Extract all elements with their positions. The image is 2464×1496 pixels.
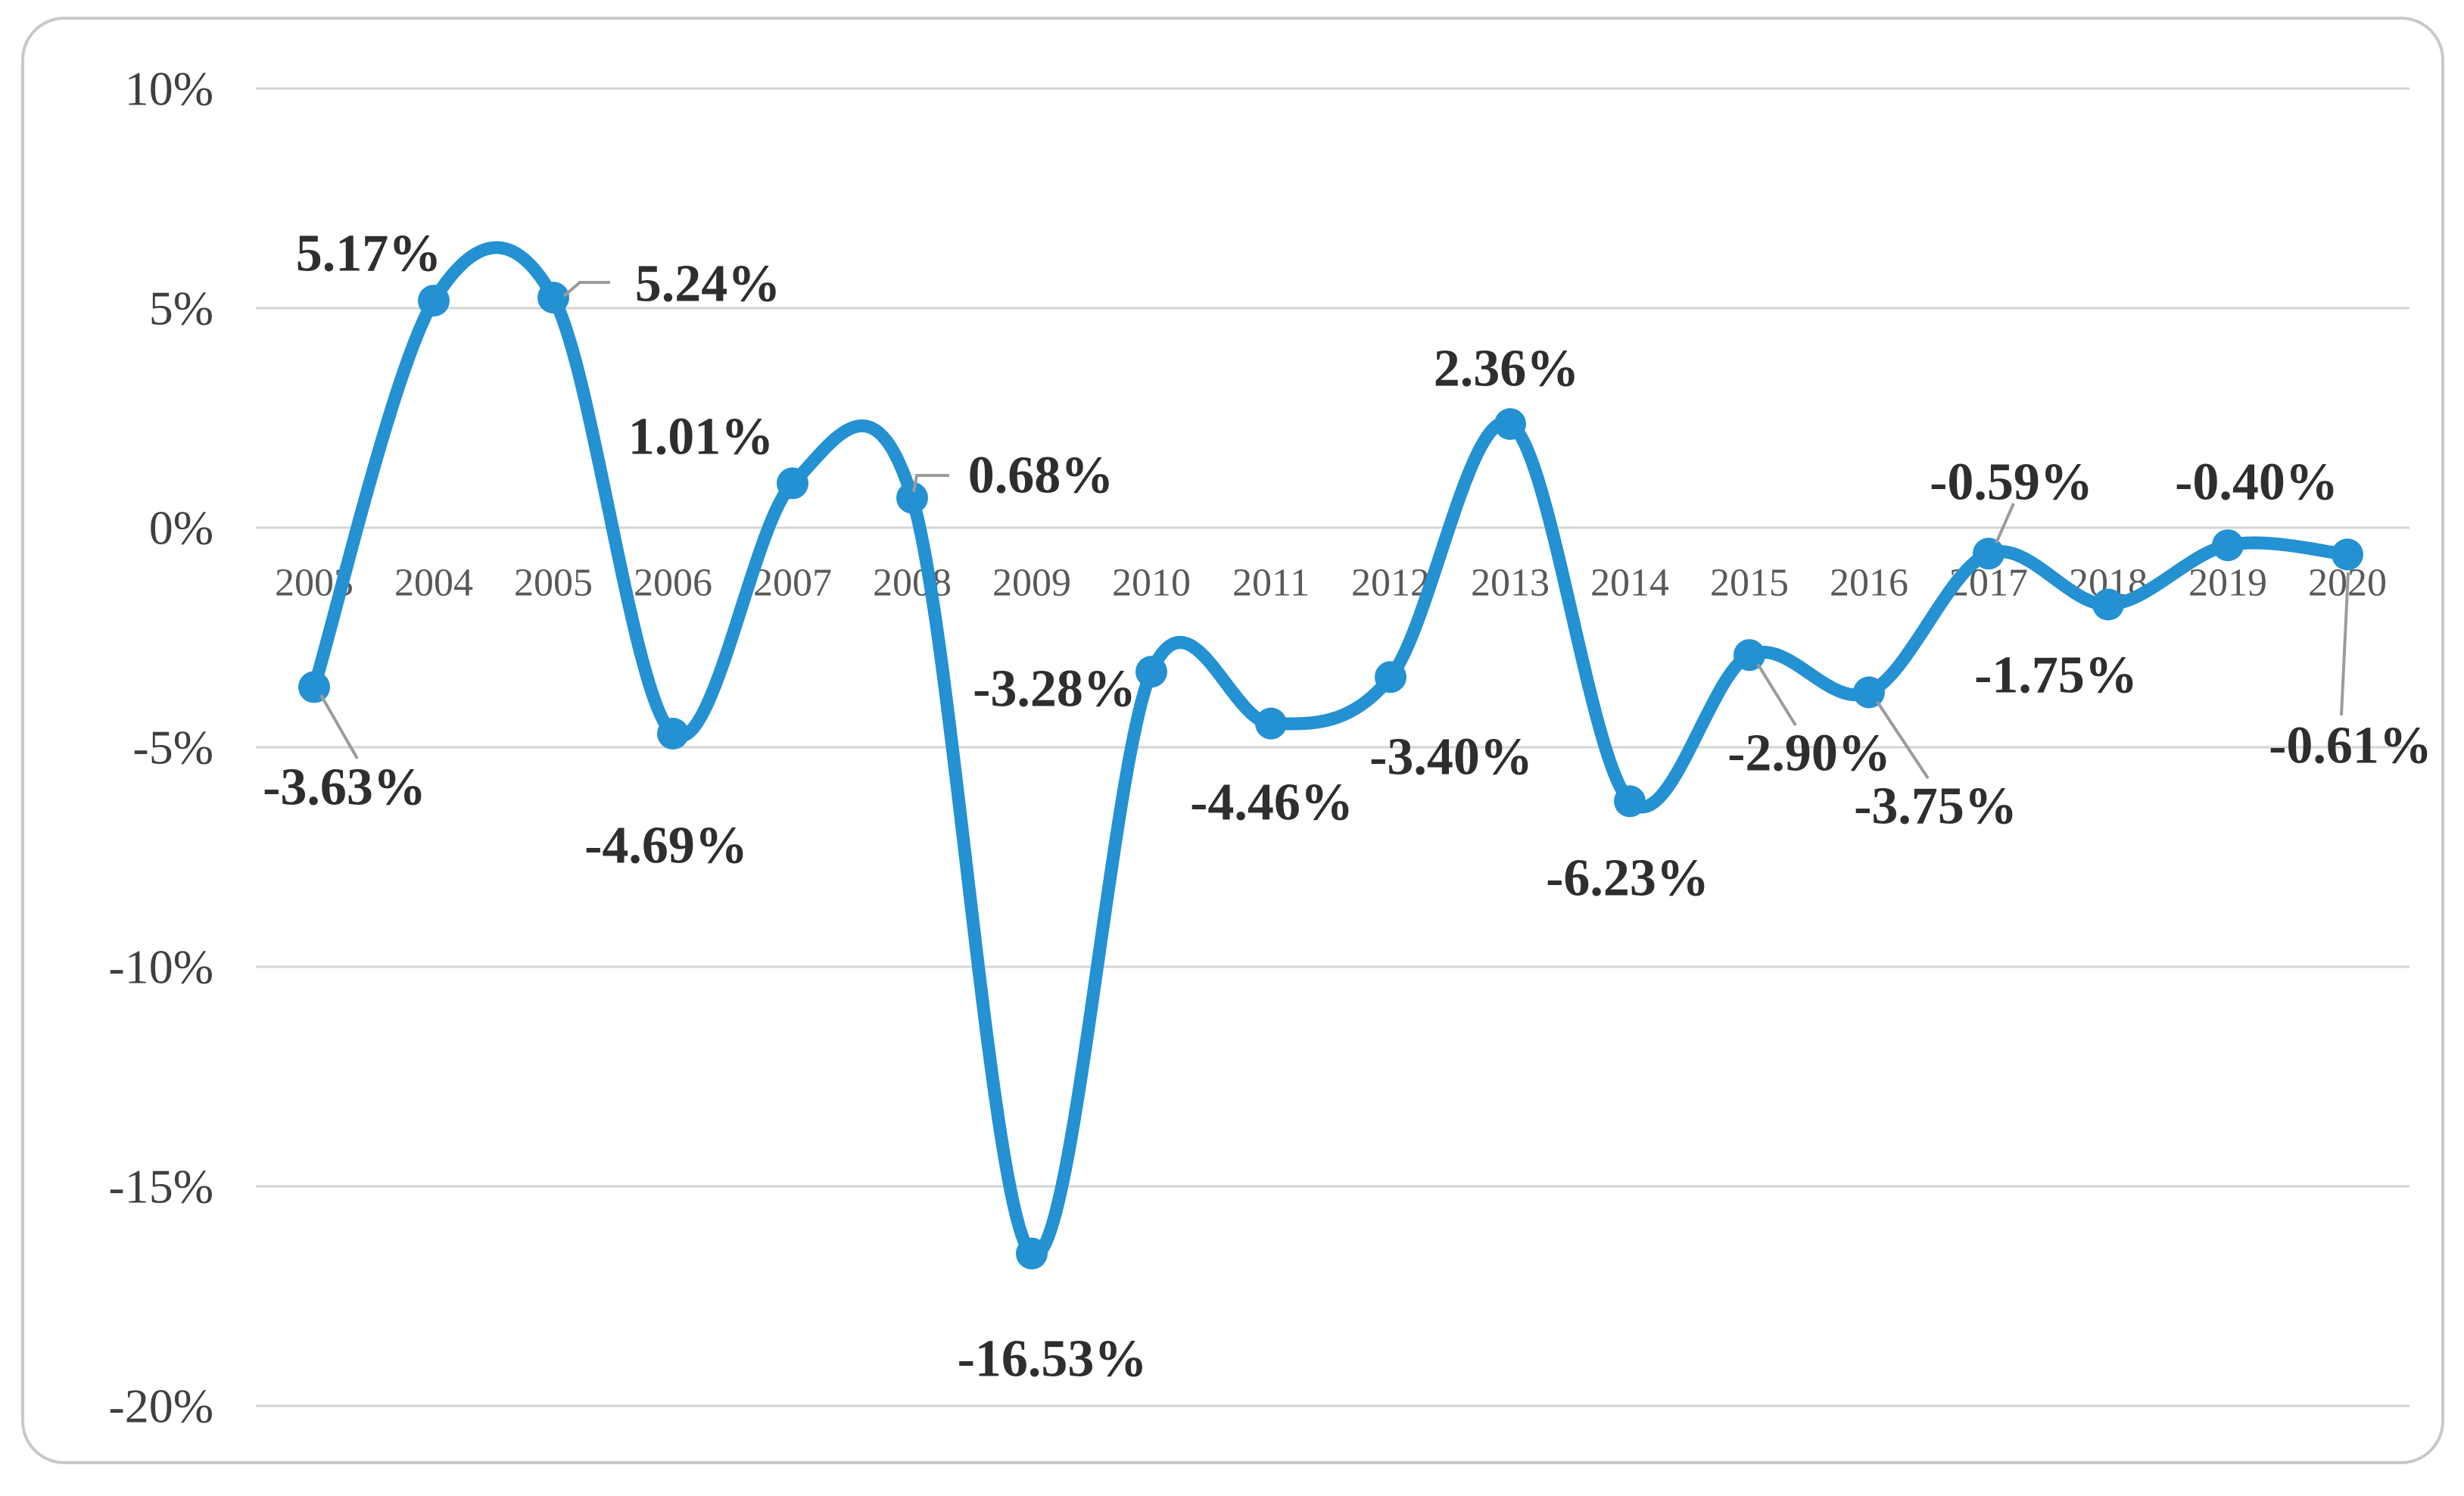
data-point-marker <box>1016 1237 1048 1270</box>
data-point-label: -6.23% <box>1546 849 1709 908</box>
label-leader-line <box>1756 662 1797 727</box>
x-year-label: 2008 <box>873 562 952 605</box>
x-year-label: 2013 <box>1471 562 1550 605</box>
x-year-label: 2019 <box>2188 562 2267 605</box>
data-point-label: -4.46% <box>1190 774 1353 832</box>
data-point-marker <box>1734 639 1765 672</box>
y-tick-label: -20% <box>108 1379 213 1433</box>
data-point-label: -3.75% <box>1854 778 2017 836</box>
data-point-marker <box>777 467 808 500</box>
x-year-label: 2006 <box>634 562 712 605</box>
data-point-marker <box>418 285 450 317</box>
data-point-marker <box>1255 707 1287 740</box>
y-tick-label: 5% <box>149 282 213 335</box>
data-point-marker <box>1135 656 1167 688</box>
y-tick-label: -15% <box>108 1160 213 1214</box>
x-year-label: 2010 <box>1112 562 1191 605</box>
data-point-label: -1.75% <box>1974 647 2138 705</box>
data-point-label: -2.90% <box>1727 725 1891 783</box>
data-point-label: 1.01% <box>628 408 774 466</box>
label-leader-line <box>2340 572 2350 716</box>
y-tick-label: 0% <box>149 501 213 555</box>
data-point-marker <box>2092 588 2124 621</box>
data-point-label: -3.40% <box>1369 728 1533 787</box>
data-point-label: -4.69% <box>584 817 748 875</box>
data-point-label: -0.59% <box>1930 453 2093 512</box>
x-year-label: 2005 <box>514 562 593 605</box>
x-year-label: 2004 <box>394 562 473 605</box>
label-leader-line <box>319 694 359 759</box>
label-leader-line <box>1876 700 1930 780</box>
data-point-label: -16.53% <box>958 1330 1148 1388</box>
label-leader-line <box>562 281 610 298</box>
data-point-marker <box>1973 538 2005 570</box>
x-year-label: 2007 <box>753 562 832 605</box>
data-point-marker <box>657 718 689 750</box>
label-leader-line <box>912 474 949 493</box>
data-point-marker <box>2212 529 2244 562</box>
y-tick-label: -10% <box>108 940 213 994</box>
data-point-marker <box>1614 785 1646 818</box>
data-point-label: -0.40% <box>2175 453 2338 512</box>
x-year-label: 2014 <box>1590 562 1669 605</box>
data-point-label: -3.63% <box>263 759 426 817</box>
series-line <box>307 241 2354 1261</box>
label-leader-line <box>1995 503 2015 544</box>
x-year-label: 2009 <box>992 562 1071 605</box>
data-point-label: -0.61% <box>2269 717 2432 775</box>
data-point-label: -3.28% <box>973 660 1136 718</box>
data-point-marker <box>537 282 569 314</box>
data-point-marker <box>298 671 330 703</box>
data-point-label: 5.24% <box>635 255 781 313</box>
x-year-label: 2012 <box>1351 562 1430 605</box>
data-point-label: 2.36% <box>1434 340 1580 398</box>
data-point-marker <box>2332 538 2363 571</box>
data-point-label: 0.68% <box>968 447 1114 505</box>
data-point-marker <box>1494 408 1526 441</box>
x-year-label: 2016 <box>1830 562 1908 605</box>
data-point-label: 5.17% <box>296 225 442 283</box>
data-point-marker <box>1853 676 1885 709</box>
y-tick-label: -5% <box>132 721 213 774</box>
figure-border <box>21 17 2444 1464</box>
data-point-marker <box>1375 661 1406 693</box>
x-year-label: 2011 <box>1232 562 1310 605</box>
x-year-label: 2015 <box>1710 562 1789 605</box>
y-tick-label: 10% <box>125 62 213 116</box>
data-point-marker <box>896 482 928 514</box>
